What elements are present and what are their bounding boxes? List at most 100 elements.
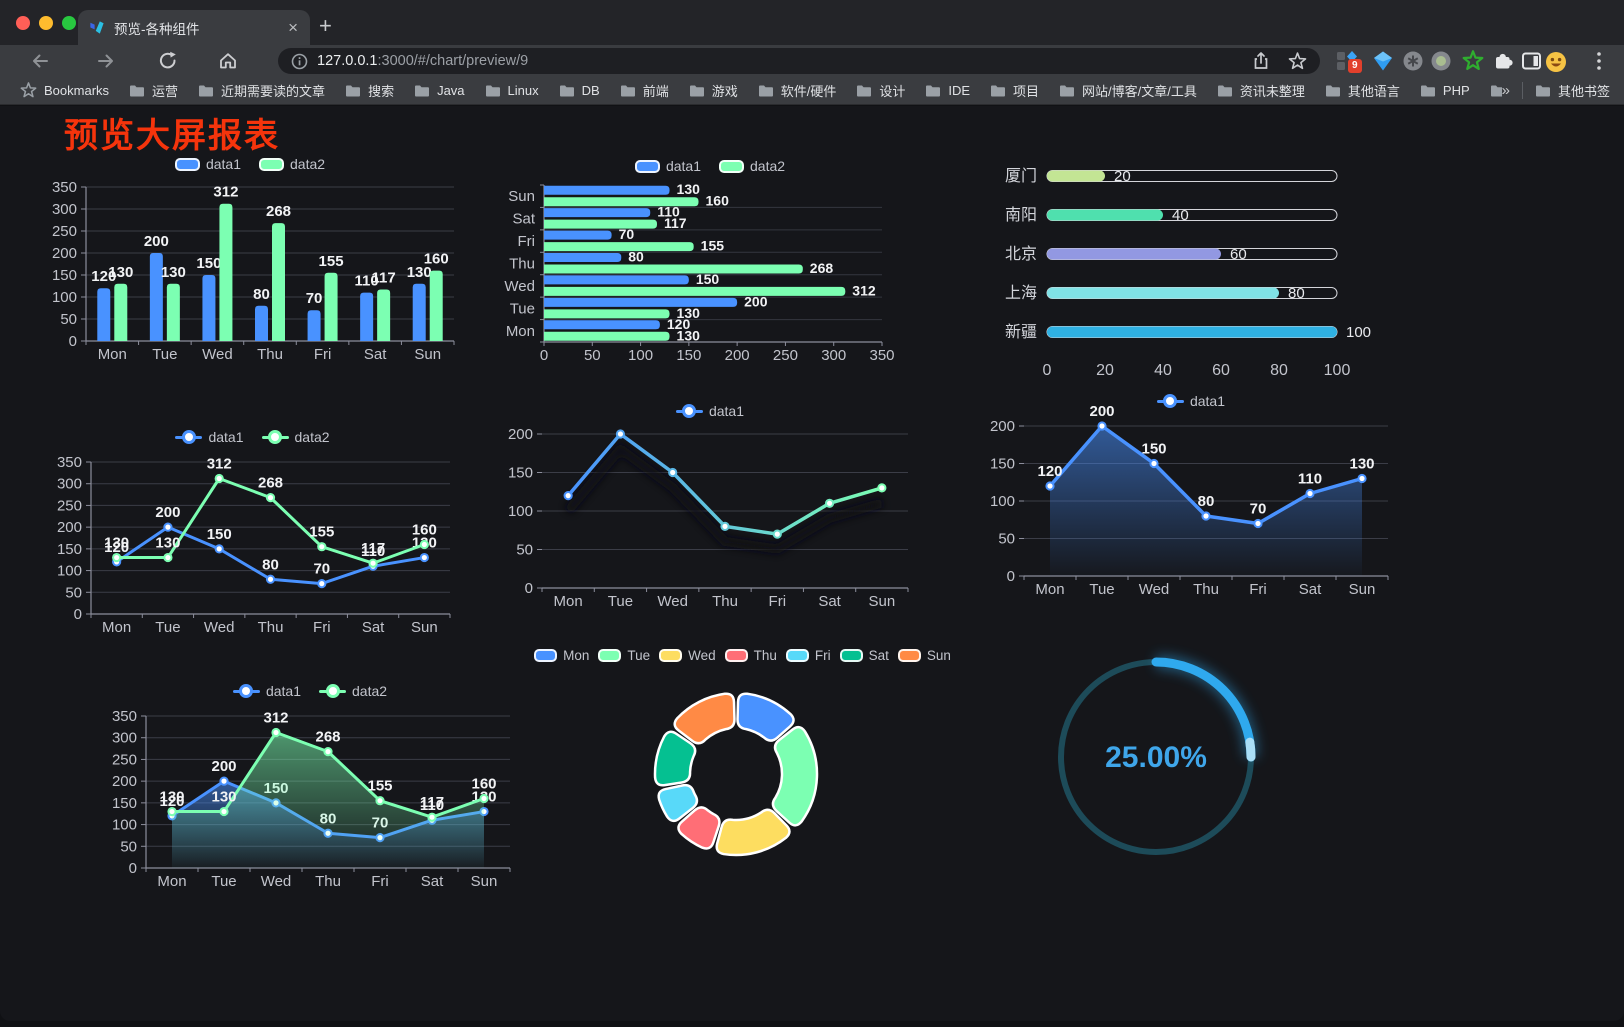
extensions-puzzle-icon[interactable] xyxy=(1493,50,1515,72)
address-bar[interactable]: 127.0.0.1:3000/#/chart/preview/9 xyxy=(278,48,1320,74)
two-series-area-chart[interactable]: data1 data2 0 50 100 150 200 250 300 350 Mon Tue Wed… xyxy=(100,678,520,892)
pie-slice[interactable] xyxy=(657,783,699,823)
pie-slice[interactable] xyxy=(653,730,697,787)
legend-item[interactable]: data2 xyxy=(319,683,387,699)
pie-slice[interactable] xyxy=(673,692,736,745)
bookmark-item[interactable]: 前端 xyxy=(610,81,679,100)
back-icon[interactable] xyxy=(30,51,50,71)
chart-legend: data1 data2 xyxy=(40,153,460,175)
record-circle-extension-icon[interactable] xyxy=(1430,50,1452,72)
bookmark-item[interactable]: 文件服务器 xyxy=(1480,81,1502,100)
bookmark-item[interactable]: 网站/博客/文章/工具 xyxy=(1049,81,1207,100)
legend-item[interactable]: data1 xyxy=(232,683,301,699)
minimize-window-button[interactable] xyxy=(39,16,53,30)
folder-icon xyxy=(1325,85,1340,96)
bookmark-item[interactable]: 运营 xyxy=(119,81,188,100)
site-info-icon[interactable] xyxy=(291,53,308,70)
home-icon[interactable] xyxy=(218,51,238,71)
bookmark-item[interactable]: PHP xyxy=(1410,83,1480,98)
bookmark-item[interactable]: DB xyxy=(549,83,610,98)
legend-item[interactable]: Sun xyxy=(897,648,951,663)
green-star-extension-icon[interactable] xyxy=(1462,50,1484,72)
legend-item[interactable]: data1 xyxy=(1156,393,1225,409)
legend-item[interactable]: Tue xyxy=(598,648,650,663)
capsule-progress-chart[interactable]: 厦门 20 南阳 40 北京 60 上海 80 新疆 100 0 20 40 60 80 100 xyxy=(985,156,1395,386)
legend-item[interactable]: Thu xyxy=(724,648,777,663)
data-point xyxy=(375,796,385,806)
bookmark-item[interactable]: IDE xyxy=(915,83,980,98)
legend-item[interactable]: Sat xyxy=(839,648,889,663)
grouped-bar-chart[interactable]: data1 data2 0 50 100 150 200 250 300 350 Mon Tue Wed… xyxy=(40,151,460,365)
bookmark-item[interactable]: Bookmarks xyxy=(10,81,119,99)
browser-tab[interactable]: 预览-各种组件 × xyxy=(78,10,310,45)
close-window-button[interactable] xyxy=(16,16,30,30)
area-plot[interactable]: 0 50 100 150 200 Mon Tue Wed Thu Fri Sat Sun 120 200 1… xyxy=(982,403,1400,600)
legend-item[interactable]: data1 xyxy=(174,156,241,172)
svg-text:0: 0 xyxy=(74,606,82,623)
donut-pie-plot[interactable] xyxy=(550,668,935,887)
gauge-value-label: 25.00% xyxy=(1105,741,1207,774)
bookmark-star-icon[interactable] xyxy=(1288,51,1307,71)
bookmark-item[interactable]: 近期需要读的文章 xyxy=(188,81,335,100)
forward-icon[interactable] xyxy=(96,51,116,71)
pie-slice[interactable] xyxy=(736,692,795,742)
blue-area-line-chart[interactable]: data1 0 50 100 150 200 Mon Tue Wed Thu Fri Sat Sun 12… xyxy=(982,388,1400,600)
bookmark-item[interactable]: Linux xyxy=(475,83,549,98)
donut-pie-chart[interactable]: Mon Tue Wed Thu Fri Sat Sun xyxy=(534,642,951,887)
blue-diamond-extension-icon[interactable] xyxy=(1372,50,1394,72)
bookmark-item[interactable]: 游戏 xyxy=(679,81,748,100)
reload-icon[interactable] xyxy=(158,51,178,71)
legend-item[interactable]: data1 xyxy=(634,158,701,174)
data-point xyxy=(317,579,327,589)
legend-item[interactable]: Wed xyxy=(659,648,716,663)
bookmark-item[interactable]: 软件/硬件 xyxy=(748,81,847,100)
tab-close-icon[interactable]: × xyxy=(288,18,298,37)
legend-swatch xyxy=(839,648,863,662)
legend-item[interactable]: data1 xyxy=(675,403,744,419)
progress-ring-gauge[interactable]: 25.00% xyxy=(1048,649,1264,865)
horizontal-bar-chart[interactable]: data1 data2 0 50 100 150 200 250 300 350 Sun 130 160… xyxy=(500,153,920,368)
two-series-line-chart[interactable]: data1 data2 0 50 100 150 200 250 300 350 Mon Tue Wed… xyxy=(45,424,460,638)
svg-text:312: 312 xyxy=(263,710,288,727)
legend-label: data2 xyxy=(290,156,326,172)
bookmark-item[interactable]: 项目 xyxy=(980,81,1049,100)
legend-item[interactable]: data2 xyxy=(719,158,785,174)
gray-circle-extension-icon[interactable] xyxy=(1402,50,1424,72)
legend-item[interactable]: Mon xyxy=(534,648,589,663)
profile-avatar-emoji[interactable] xyxy=(1544,50,1568,74)
gauge-plot[interactable]: 25.00% xyxy=(1048,649,1264,865)
pie-slice[interactable] xyxy=(771,725,819,827)
gradient-line-chart[interactable]: data1 0 50 100 150 200 Mon Tue Wed Thu Fri Sat Sun xyxy=(500,398,920,612)
svg-text:110: 110 xyxy=(657,204,680,220)
capsule-progress-plot[interactable]: 厦门 20 南阳 40 北京 60 上海 80 新疆 100 0 20 40 60 80 100 xyxy=(985,156,1395,386)
folder-icon xyxy=(991,85,1006,96)
line-plot[interactable]: 0 50 100 150 200 250 300 350 Mon Tue Wed Thu Fri Sat S… xyxy=(45,450,460,638)
url-text[interactable]: 127.0.0.1:3000/#/chart/preview/9 xyxy=(317,53,529,69)
svg-text:350: 350 xyxy=(869,347,894,364)
legend-item[interactable]: data1 xyxy=(175,429,244,445)
chart-legend: data1 data2 xyxy=(500,155,920,177)
bar xyxy=(324,272,338,341)
bookmark-item[interactable]: 资讯未整理 xyxy=(1207,81,1315,100)
bookmark-item[interactable]: 设计 xyxy=(846,81,915,100)
pie-slice[interactable] xyxy=(677,806,721,850)
bookmark-item[interactable]: 搜索 xyxy=(335,81,404,100)
bookmarks-overflow-chevron[interactable]: » xyxy=(1501,81,1510,99)
other-bookmarks-folder[interactable]: 其他书签 xyxy=(1535,81,1610,100)
data-point xyxy=(368,558,378,568)
area-plot[interactable]: 0 50 100 150 200 250 300 350 Mon Tue Wed Thu Fri Sat S… xyxy=(100,704,520,892)
bookmark-item[interactable]: 其他语言 xyxy=(1315,81,1410,100)
new-tab-button[interactable]: + xyxy=(319,13,332,38)
zoom-window-button[interactable] xyxy=(62,16,76,30)
legend-item[interactable]: data2 xyxy=(261,429,330,445)
bar-plot[interactable]: 0 50 100 150 200 250 300 350 Mon Tue Wed Thu Fri Sat S… xyxy=(40,177,460,365)
bookmark-item[interactable]: Java xyxy=(404,83,474,98)
browser-menu-icon[interactable] xyxy=(1596,51,1602,71)
side-panel-icon[interactable] xyxy=(1521,50,1543,72)
pie-slice[interactable] xyxy=(715,808,791,857)
share-icon[interactable] xyxy=(1251,51,1271,71)
line-plot[interactable]: 0 50 100 150 200 Mon Tue Wed Thu Fri Sat Sun xyxy=(500,424,920,612)
legend-item[interactable]: Fri xyxy=(785,648,831,663)
legend-item[interactable]: data2 xyxy=(259,156,325,172)
